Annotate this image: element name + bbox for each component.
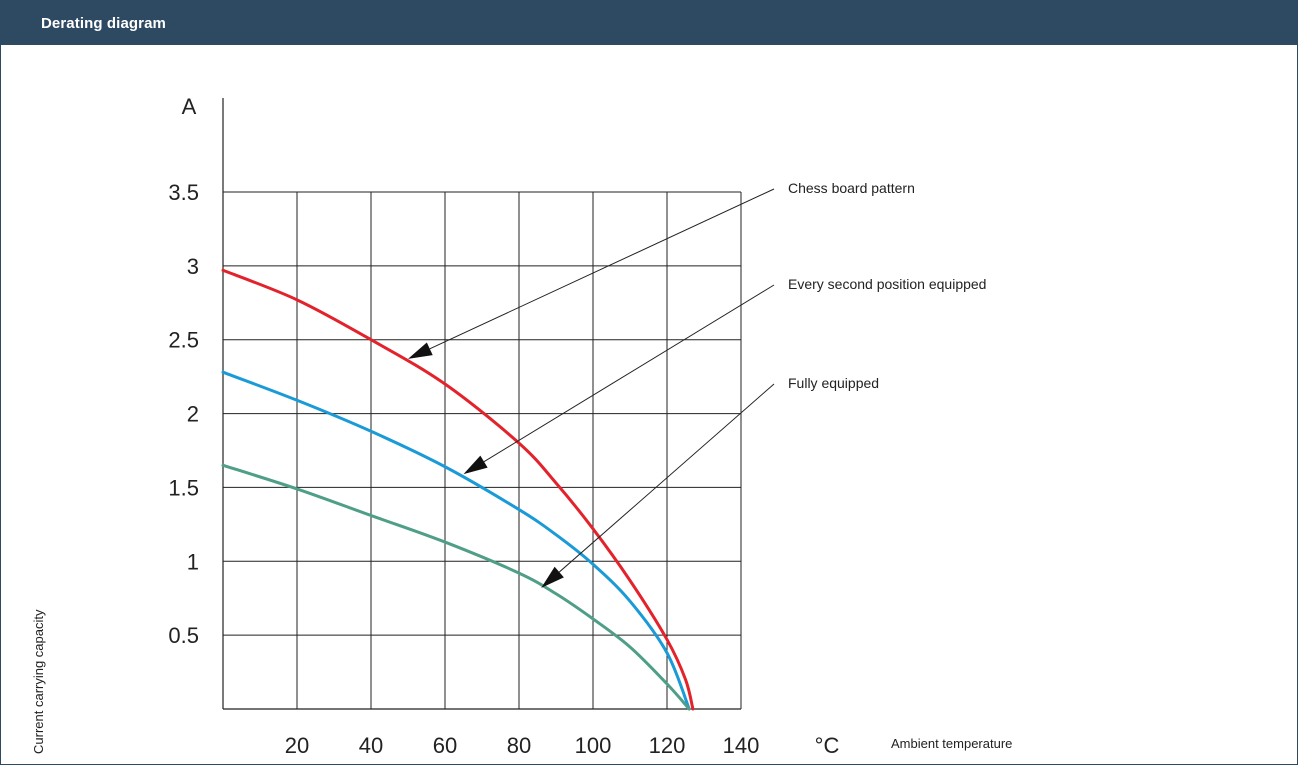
y-tick-label: 0.5 bbox=[168, 623, 199, 648]
annotation-label: Every second position equipped bbox=[788, 276, 986, 292]
series-line bbox=[221, 463, 691, 711]
x-axis-title: Ambient temperature bbox=[891, 736, 1012, 751]
y-axis-title: Current carrying capacity bbox=[31, 609, 46, 754]
y-unit-label: A bbox=[182, 94, 197, 119]
x-tick-label: 100 bbox=[575, 733, 612, 758]
annotation-label: Chess board pattern bbox=[788, 180, 915, 196]
y-tick-label: 1 bbox=[187, 549, 199, 574]
panel-header: Derating diagram bbox=[1, 1, 1297, 45]
leader-line bbox=[483, 284, 775, 463]
series-line bbox=[221, 370, 691, 711]
arrowhead bbox=[463, 455, 488, 475]
arrowhead bbox=[408, 342, 433, 359]
x-tick-label: 40 bbox=[359, 733, 383, 758]
annotations: Chess board pattern Every second position… bbox=[408, 180, 986, 588]
x-tick-label: 60 bbox=[433, 733, 457, 758]
arrowhead bbox=[541, 566, 564, 588]
x-tick-label: 140 bbox=[723, 733, 760, 758]
panel-title: Derating diagram bbox=[41, 15, 166, 32]
x-tick-labels: 20 40 60 80 100 120 140 bbox=[285, 733, 760, 758]
x-tick-label: 80 bbox=[507, 733, 531, 758]
y-tick-label: 1.5 bbox=[168, 475, 199, 500]
x-unit-label: °C bbox=[815, 733, 840, 758]
annotation-label: Fully equipped bbox=[788, 375, 879, 391]
x-tick-label: 20 bbox=[285, 733, 309, 758]
leader-line bbox=[429, 188, 775, 350]
series-lines bbox=[221, 268, 695, 711]
x-tick-label: 120 bbox=[649, 733, 686, 758]
y-tick-labels: 0.5 1 1.5 2 2.5 3 3.5 bbox=[168, 180, 199, 648]
y-tick-label: 2 bbox=[187, 402, 199, 427]
y-tick-label: 2.5 bbox=[168, 328, 199, 353]
axes bbox=[222, 98, 741, 710]
y-tick-label: 3.5 bbox=[168, 180, 199, 205]
leader-line bbox=[558, 383, 775, 573]
y-tick-label: 3 bbox=[187, 254, 199, 279]
series-line bbox=[221, 268, 695, 711]
